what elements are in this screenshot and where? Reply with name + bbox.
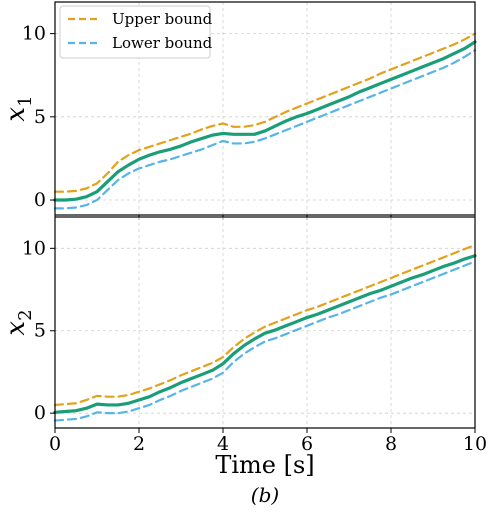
axes-frame (54, 216, 476, 429)
x-tick-label: 0 (49, 433, 61, 455)
lower-bound-line (53, 49, 477, 210)
x-tick-label: 10 (463, 433, 487, 455)
legend-lower-label: Lower bound (112, 34, 213, 52)
subplot-x2: 0 5 10 0 2 4 6 8 10 x2 (1, 216, 487, 455)
axes-frame (54, 1, 476, 216)
state-trajectory-line (53, 40, 477, 202)
lower-bound-line (53, 260, 477, 422)
y-axis-label: x2 (1, 309, 36, 335)
upper-bound-line (53, 243, 477, 407)
y-tick-label: 10 (22, 23, 46, 45)
y-axis-label: x1 (1, 95, 36, 121)
x-tick-label: 2 (133, 433, 145, 455)
legend: Upper bound Lower bound (59, 5, 213, 59)
x-tick-label: 6 (301, 433, 313, 455)
x-axis-label: Time [s] (215, 451, 314, 479)
legend-upper-label: Upper bound (112, 10, 213, 28)
x-tick-label: 4 (217, 433, 229, 455)
y-tick-label: 0 (34, 402, 46, 424)
subplot-x1: 0 5 10 x1 (1, 1, 477, 220)
state-trajectory-line (53, 254, 477, 414)
y-tick-label: 10 (22, 237, 46, 259)
legend-box (59, 5, 211, 59)
y-tick-label: 5 (34, 106, 46, 128)
x-tick-label: 8 (385, 433, 397, 455)
y-tick-label: 5 (34, 320, 46, 342)
upper-bound-line (53, 32, 477, 193)
figure-caption: (b) (251, 483, 279, 507)
y-tick-label: 0 (34, 189, 46, 211)
